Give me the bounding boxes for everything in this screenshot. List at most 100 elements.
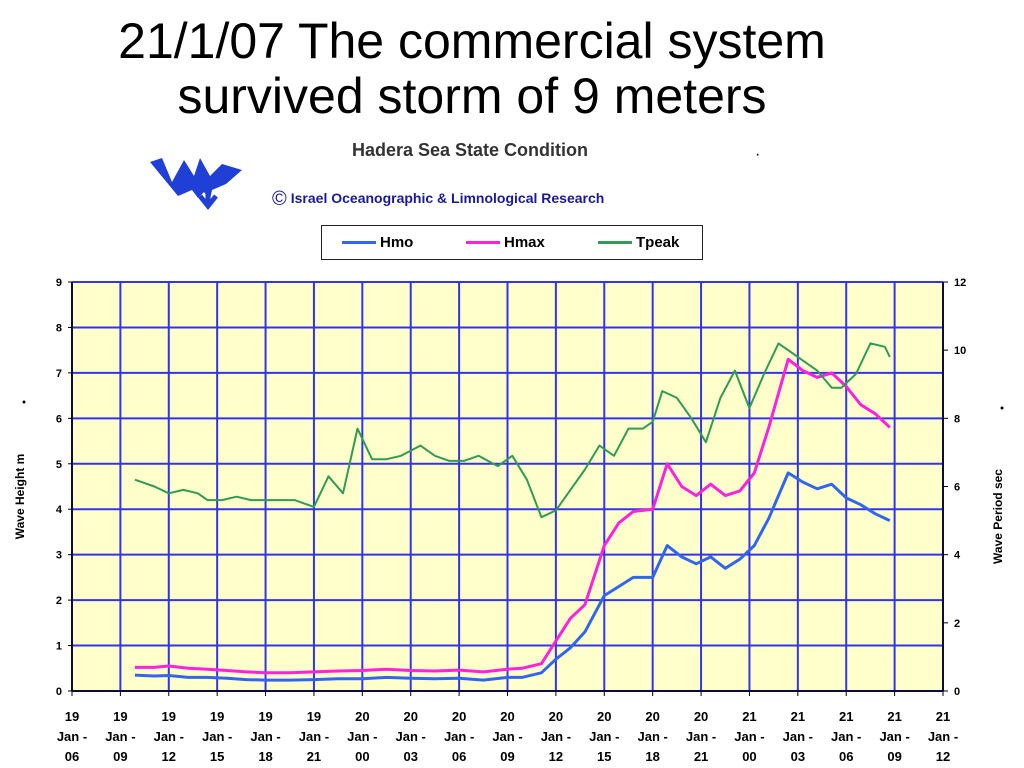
x-tick-label: Jan - bbox=[928, 729, 958, 744]
x-tick-label: Jan - bbox=[831, 729, 861, 744]
x-tick-label: 15 bbox=[210, 749, 224, 764]
series-line-hmo bbox=[134, 471, 891, 682]
x-tick-label: 00 bbox=[355, 749, 369, 764]
institute-logo-icon bbox=[150, 158, 242, 211]
x-tick-label: 20 bbox=[549, 709, 563, 724]
x-tick-label: Jan - bbox=[879, 729, 909, 744]
x-tick-label: 20 bbox=[645, 709, 659, 724]
x-tick-label: 21 bbox=[887, 709, 901, 724]
x-tick-label: Jan - bbox=[202, 729, 232, 744]
x-tick-label: Jan - bbox=[541, 729, 571, 744]
legend-label-hmo: Hmo bbox=[380, 234, 414, 251]
y-axis-label-left: Wave Height m bbox=[13, 454, 27, 540]
x-tick-label: Jan - bbox=[444, 729, 474, 744]
x-tick-label: 18 bbox=[258, 749, 272, 764]
y-tick-label-right: 12 bbox=[954, 277, 966, 289]
x-tick-label: 20 bbox=[597, 709, 611, 724]
x-tick-label: Jan - bbox=[299, 729, 329, 744]
x-tick-label: 18 bbox=[645, 749, 659, 764]
x-tick-label: Jan - bbox=[686, 729, 716, 744]
y-tick-label-left: 6 bbox=[56, 413, 62, 425]
x-tick-label: 20 bbox=[500, 709, 514, 724]
legend-item-hmo: Hmo bbox=[342, 226, 413, 259]
x-tick-label: Jan - bbox=[154, 729, 184, 744]
x-tick-label: 03 bbox=[403, 749, 417, 764]
y-tick-label-left: 3 bbox=[56, 550, 62, 562]
y-tick-label-right: 6 bbox=[954, 482, 960, 494]
x-tick-label: 21 bbox=[791, 709, 805, 724]
slide-title-line2: survived storm of 9 meters bbox=[177, 68, 767, 124]
x-tick-label: Jan - bbox=[783, 729, 813, 744]
x-tick-label: 20 bbox=[355, 709, 369, 724]
x-tick-label: Jan - bbox=[347, 729, 377, 744]
x-tick-label: 15 bbox=[597, 749, 611, 764]
x-tick-label: 19 bbox=[307, 709, 321, 724]
x-tick-label: 20 bbox=[694, 709, 708, 724]
legend-swatch-hmax bbox=[466, 241, 500, 244]
x-tick-label: Jan - bbox=[250, 729, 280, 744]
y-tick-label-left: 1 bbox=[56, 641, 62, 653]
y-tick-label-left: 7 bbox=[56, 368, 62, 380]
series-line-hmax bbox=[134, 357, 891, 675]
x-tick-label: 12 bbox=[936, 749, 950, 764]
x-tick-label: Jan - bbox=[734, 729, 764, 744]
x-tick-label: 19 bbox=[65, 709, 79, 724]
x-tick-label: 00 bbox=[742, 749, 756, 764]
series-line-tpeak bbox=[134, 342, 891, 519]
x-tick-label: 06 bbox=[65, 749, 79, 764]
x-tick-label: 09 bbox=[500, 749, 514, 764]
x-tick-label: 19 bbox=[210, 709, 224, 724]
y-tick-label-right: 10 bbox=[954, 345, 966, 357]
y-tick-label-left: 2 bbox=[56, 595, 62, 607]
stray-dot-right bbox=[1000, 406, 1004, 410]
x-tick-label: Jan - bbox=[637, 729, 667, 744]
y-tick-label-right: 0 bbox=[954, 686, 960, 698]
legend-swatch-hmo bbox=[342, 241, 376, 244]
x-tick-label: Jan - bbox=[589, 729, 619, 744]
legend-label-hmax: Hmax bbox=[504, 234, 545, 251]
x-tick-label: 20 bbox=[452, 709, 466, 724]
y-tick-label-left: 0 bbox=[56, 686, 62, 698]
credit-line: © Israel Oceanographic & Limnological Res… bbox=[272, 188, 604, 211]
x-tick-label: 19 bbox=[258, 709, 272, 724]
y-tick-label-left: 5 bbox=[56, 459, 62, 471]
x-tick-label: Jan - bbox=[105, 729, 135, 744]
x-tick-label: 21 bbox=[839, 709, 853, 724]
y-tick-label-right: 4 bbox=[954, 550, 961, 562]
x-tick-label: 09 bbox=[887, 749, 901, 764]
x-tick-label: 21 bbox=[307, 749, 321, 764]
x-tick-label: 12 bbox=[549, 749, 563, 764]
legend-item-hmax: Hmax bbox=[466, 226, 545, 259]
legend-item-tpeak: Tpeak bbox=[598, 226, 679, 259]
x-tick-label: Jan - bbox=[396, 729, 426, 744]
x-tick-label: 19 bbox=[113, 709, 127, 724]
legend-label-tpeak: Tpeak bbox=[636, 234, 680, 251]
x-tick-label: 06 bbox=[452, 749, 466, 764]
x-tick-label: 12 bbox=[162, 749, 176, 764]
legend-swatch-tpeak bbox=[598, 241, 632, 244]
x-tick-label: 06 bbox=[839, 749, 853, 764]
y-tick-label-right: 8 bbox=[954, 413, 960, 425]
x-tick-label: 21 bbox=[936, 709, 950, 724]
y-tick-label-left: 4 bbox=[56, 504, 63, 516]
x-tick-label: Jan - bbox=[57, 729, 87, 744]
stray-dot-left bbox=[22, 400, 26, 404]
slide-title: 21/1/07 The commercial system survived s… bbox=[0, 14, 944, 124]
x-tick-label: 09 bbox=[113, 749, 127, 764]
slide-title-line1: 21/1/07 The commercial system bbox=[118, 13, 826, 69]
y-tick-label-left: 8 bbox=[56, 322, 62, 334]
copyright-icon: © bbox=[272, 188, 287, 210]
x-tick-label: 21 bbox=[742, 709, 756, 724]
x-tick-label: Jan - bbox=[492, 729, 522, 744]
y-tick-label-left: 9 bbox=[56, 277, 62, 289]
chart-title: Hadera Sea State Condition bbox=[351, 140, 589, 160]
x-tick-label: 03 bbox=[791, 749, 805, 764]
x-tick-label: 19 bbox=[162, 709, 176, 724]
stray-dot: · bbox=[755, 146, 761, 163]
x-tick-label: 20 bbox=[403, 709, 417, 724]
credit-text: Israel Oceanographic & Limnological Rese… bbox=[290, 190, 605, 207]
y-tick-label-right: 2 bbox=[954, 618, 960, 630]
x-tick-label: 21 bbox=[694, 749, 708, 764]
chart-legend: Hmo Hmax Tpeak bbox=[321, 225, 703, 260]
